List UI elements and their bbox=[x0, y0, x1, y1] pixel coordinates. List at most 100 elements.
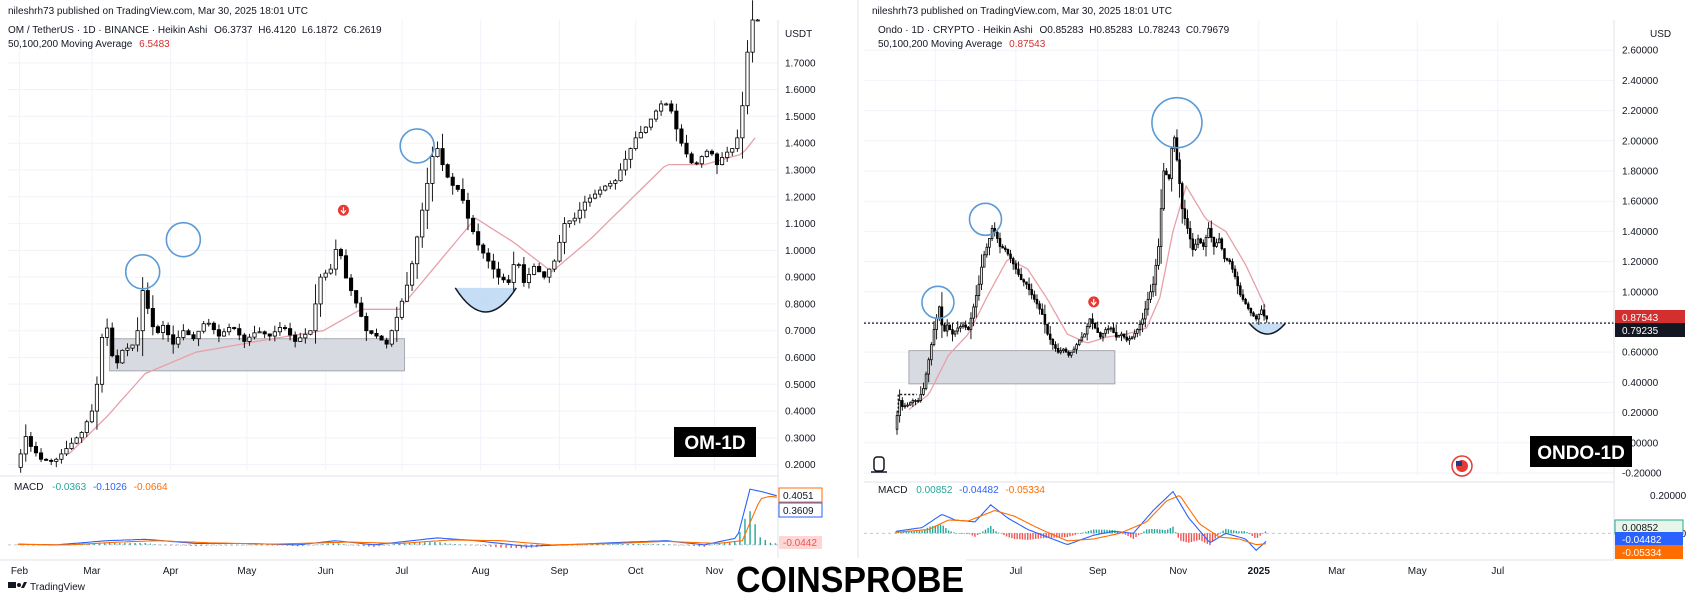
macd-histogram-bar bbox=[200, 544, 202, 546]
highlight-circle[interactable] bbox=[165, 221, 202, 258]
om-support-zone bbox=[109, 338, 405, 372]
candle-body bbox=[135, 330, 140, 346]
candle-body bbox=[318, 276, 323, 305]
macd-histogram-bar bbox=[693, 544, 695, 547]
price-tick-label: 2.20000 bbox=[1622, 106, 1659, 117]
candle-body bbox=[445, 164, 450, 178]
candle-body bbox=[496, 268, 501, 278]
candle-body bbox=[1178, 159, 1181, 184]
macd-histogram-bar bbox=[627, 543, 629, 545]
ondo-chart-panel[interactable]: nileshrh73 published on TradingView.com,… bbox=[864, 6, 1687, 577]
support-zone-rect[interactable] bbox=[109, 338, 405, 372]
macd-histogram-bar bbox=[236, 544, 238, 546]
macd-histogram-bar bbox=[1185, 533, 1187, 543]
ondo-down-arrow-marker bbox=[1088, 296, 1100, 308]
candle-body bbox=[1180, 183, 1184, 210]
macd-histogram-bar bbox=[342, 544, 345, 545]
candle-body bbox=[343, 255, 349, 279]
candle-body bbox=[948, 324, 952, 330]
candle-body bbox=[1091, 318, 1094, 324]
om-chart-panel[interactable]: nileshrh73 published on TradingView.com,… bbox=[0, 0, 823, 577]
ondo-cup-pattern bbox=[1248, 323, 1286, 335]
time-tick-label: Jul bbox=[1009, 566, 1022, 577]
om-time-axis[interactable]: Feb Mar Apr May Jun Jul Aug Sep Oct Nov bbox=[11, 566, 724, 577]
candle-body bbox=[1170, 147, 1173, 179]
candle-body bbox=[932, 329, 936, 346]
macd-histogram-bar bbox=[1124, 533, 1127, 535]
candle-body bbox=[750, 19, 755, 53]
candle-body bbox=[1067, 351, 1070, 356]
macd-histogram-bar bbox=[159, 544, 162, 546]
candle-body bbox=[1173, 137, 1176, 149]
macd-histogram-bar bbox=[520, 544, 523, 549]
candle-body bbox=[653, 110, 659, 120]
candle-body bbox=[1212, 237, 1216, 247]
macd-line[interactable] bbox=[18, 488, 777, 547]
candle-body bbox=[959, 326, 962, 329]
candle-body bbox=[349, 277, 354, 291]
macd-histogram-bar bbox=[215, 544, 218, 546]
macd-histogram-bar bbox=[1013, 533, 1016, 539]
macd-histogram-bar bbox=[749, 511, 751, 545]
highlight-circle[interactable] bbox=[1151, 96, 1203, 149]
macd-histogram-bar bbox=[576, 544, 578, 546]
macd-histogram-bar bbox=[1143, 531, 1145, 534]
macd-histogram-bar bbox=[632, 544, 634, 545]
candle-body bbox=[420, 209, 425, 238]
tradingview-logo[interactable]: TradingView bbox=[8, 582, 86, 593]
time-tick-label: 2025 bbox=[1248, 566, 1271, 577]
support-zone-rect[interactable] bbox=[908, 350, 1116, 385]
flag-icon[interactable] bbox=[1451, 455, 1473, 477]
candle-body bbox=[94, 383, 99, 412]
candle-body bbox=[303, 333, 308, 339]
candle-body bbox=[1128, 338, 1131, 341]
moving-average-line[interactable] bbox=[908, 184, 1266, 411]
macd-histogram-bar bbox=[1100, 529, 1103, 534]
candle-body bbox=[745, 51, 750, 107]
macd-histogram-bar bbox=[1225, 528, 1227, 534]
ondo-support-zone bbox=[908, 350, 1116, 385]
moving-average-line[interactable] bbox=[68, 137, 756, 455]
macd-histogram-bar bbox=[175, 544, 177, 546]
candle-body bbox=[69, 442, 74, 449]
price-tick-label: 1.2000 bbox=[785, 192, 816, 203]
macd-histogram-bar bbox=[1045, 533, 1047, 539]
candle-body bbox=[1107, 328, 1110, 331]
macd-signal-line[interactable] bbox=[895, 495, 1267, 546]
om-price-axis[interactable]: 1.7000 1.6000 1.5000 1.4000 1.3000 1.2000 1.10… bbox=[785, 58, 816, 471]
candle-body bbox=[1056, 348, 1060, 353]
candle-body bbox=[1133, 332, 1136, 338]
candle-body bbox=[1062, 348, 1065, 352]
candle-body bbox=[911, 400, 915, 404]
logo-icon bbox=[871, 456, 887, 473]
macd-histogram-bar bbox=[108, 542, 111, 545]
om-down-arrow-marker bbox=[337, 204, 349, 216]
candle-body bbox=[293, 334, 298, 342]
candle-body bbox=[38, 452, 44, 460]
candle-body bbox=[953, 330, 957, 335]
macd-histogram-bar bbox=[1233, 530, 1235, 534]
price-tick-label: 1.40000 bbox=[1622, 227, 1659, 238]
macd-histogram-bar bbox=[251, 544, 253, 546]
macd-histogram-bar bbox=[1177, 533, 1179, 538]
candle-body bbox=[943, 324, 946, 332]
macd-histogram-bar bbox=[368, 544, 370, 547]
macd-histogram-bar bbox=[1151, 528, 1153, 534]
candle-body bbox=[1048, 333, 1052, 340]
macd-histogram-bar bbox=[286, 544, 289, 546]
macd-histogram-bar bbox=[729, 542, 731, 545]
candle-body bbox=[491, 260, 496, 270]
highlight-circle[interactable] bbox=[921, 285, 955, 320]
highlight-circle[interactable] bbox=[968, 202, 1003, 237]
highlight-circle[interactable] bbox=[399, 128, 435, 164]
candle-body bbox=[542, 271, 547, 278]
macd-signal-line[interactable] bbox=[18, 495, 777, 546]
highlight-circle[interactable] bbox=[124, 253, 161, 290]
macd-histogram-bar bbox=[642, 544, 645, 545]
svg-text:-0.04482: -0.04482 bbox=[1622, 535, 1662, 546]
time-tick-label: Mar bbox=[1328, 566, 1346, 577]
macd-histogram-bar bbox=[1135, 533, 1137, 538]
macd-histogram-bar bbox=[266, 544, 268, 546]
candle-body bbox=[430, 156, 435, 184]
candle-body bbox=[140, 290, 145, 332]
